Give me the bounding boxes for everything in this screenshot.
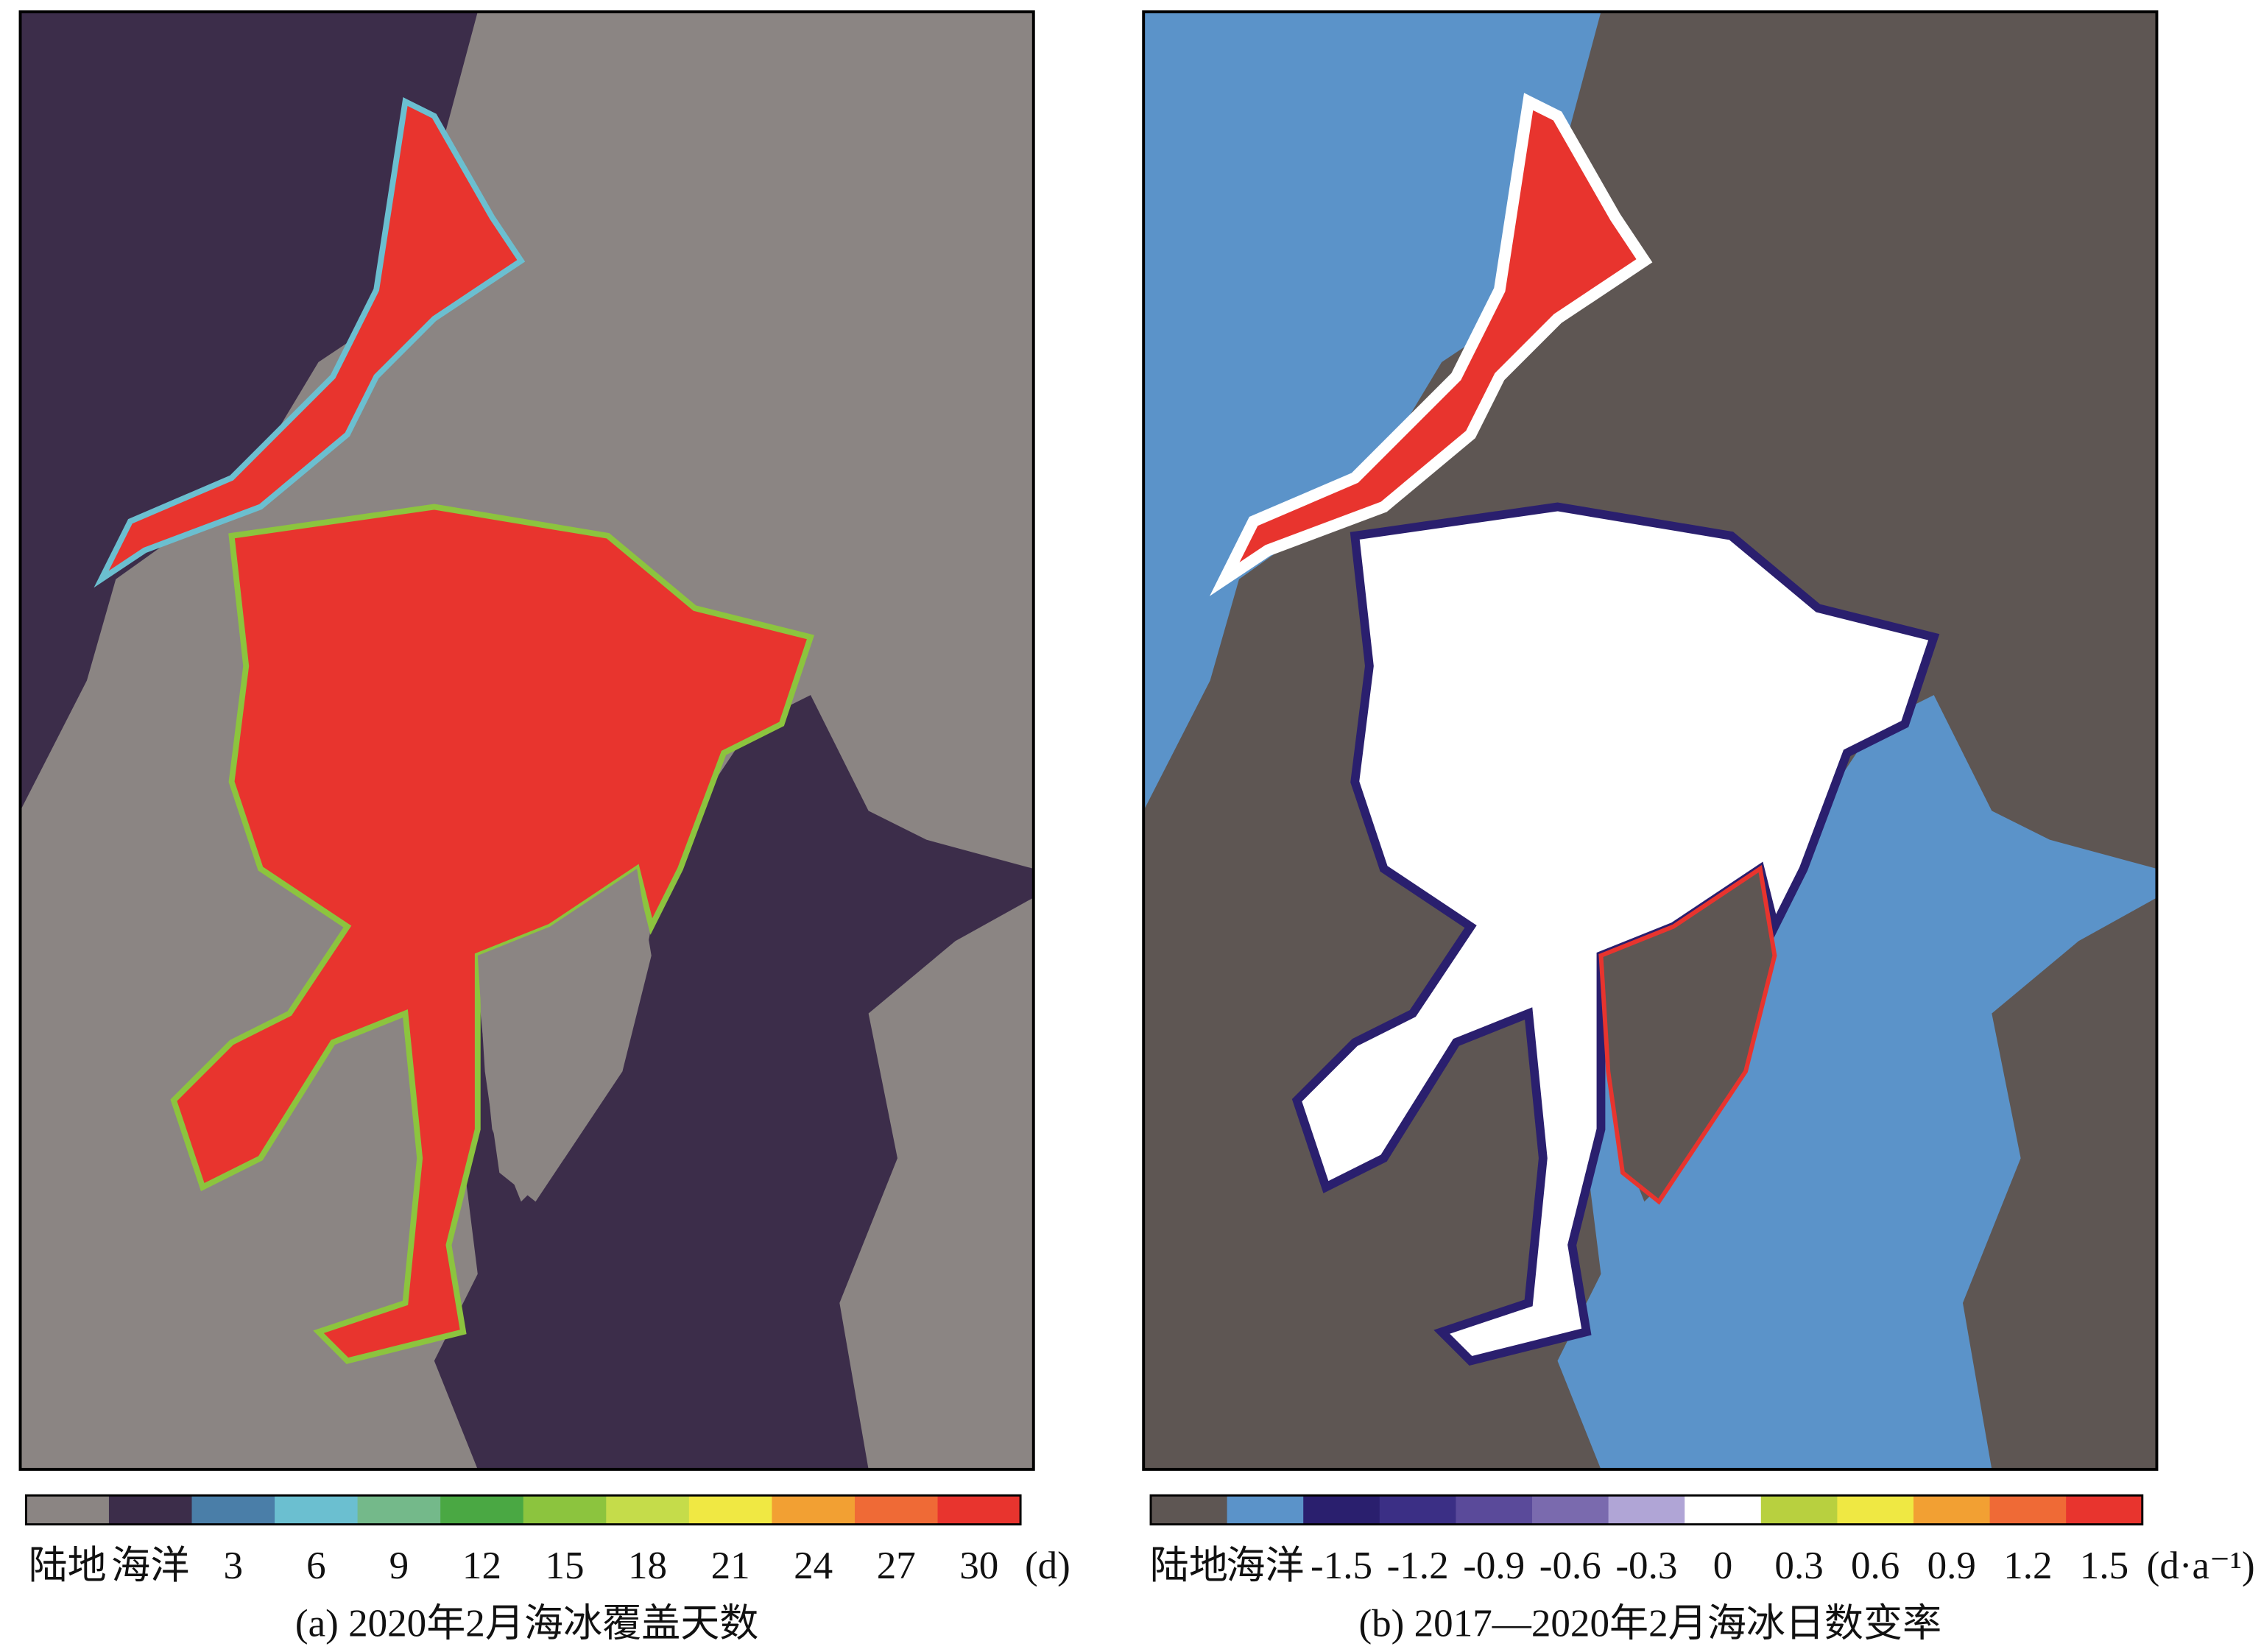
legend-swatch — [275, 1495, 359, 1525]
legend-label: 18 — [628, 1545, 667, 1587]
map-frame — [1142, 10, 2159, 1471]
legend-swatch — [1227, 1495, 1305, 1525]
legend-swatch — [688, 1495, 773, 1525]
legend-swatch — [108, 1495, 193, 1525]
legend-swatch — [191, 1495, 276, 1525]
legend-label: 0.9 — [1927, 1545, 1976, 1587]
legend-swatch — [357, 1495, 442, 1525]
legend-label: -1.5 — [1311, 1545, 1372, 1587]
legend-swatch — [523, 1495, 607, 1525]
map-b — [1143, 12, 2157, 1469]
legend-label: 24 — [794, 1545, 833, 1587]
legend-label: -0.6 — [1539, 1545, 1601, 1587]
legend-swatch — [1151, 1495, 1228, 1525]
legend-label: 1.2 — [2003, 1545, 2052, 1587]
legend-swatch — [1608, 1495, 1686, 1525]
legends: 陆地 海洋 3 6 9 12 15 18 21 24 27 30 (d)(a) 2020年2月海冰覆盖天… — [24, 1494, 2255, 1645]
legend-label: 6 — [306, 1545, 326, 1587]
legend-label: 海洋 — [1226, 1545, 1304, 1587]
legend-swatch — [1989, 1495, 2067, 1525]
map-frame — [18, 10, 1035, 1471]
legend-swatch — [1532, 1495, 1609, 1525]
legend-swatch — [772, 1495, 856, 1525]
unit-label: (d) — [1025, 1545, 1070, 1587]
legend-label: 15 — [545, 1545, 584, 1587]
legend-swatch — [1837, 1495, 1914, 1525]
map-a — [20, 12, 1034, 1469]
colorbar-frame — [1149, 1494, 2144, 1526]
legend-swatch — [1685, 1495, 1762, 1525]
legend-swatch — [1379, 1495, 1457, 1525]
legend-label: 21 — [711, 1545, 750, 1587]
legend-label: 27 — [877, 1545, 916, 1587]
legend-label: -0.3 — [1615, 1545, 1677, 1587]
legend-label: 30 — [959, 1545, 998, 1587]
legend-swatch — [1760, 1495, 1838, 1525]
legend-label: -1.2 — [1387, 1545, 1449, 1587]
legend-swatch — [26, 1495, 110, 1525]
legend-label: 陆地 — [1150, 1545, 1228, 1587]
legend-swatch — [854, 1495, 939, 1525]
legend-swatch — [2066, 1495, 2143, 1525]
legend-label: -0.9 — [1463, 1545, 1525, 1587]
legend-label: 0.3 — [1774, 1545, 1823, 1587]
caption: (b) 2017—2020年2月海冰日数变率 — [1358, 1602, 1941, 1645]
unit-label: (d·a⁻¹) — [2147, 1545, 2255, 1587]
caption: (a) 2020年2月海冰覆盖天数 — [295, 1602, 759, 1645]
legend-label: 3 — [224, 1545, 244, 1587]
colorbar-frame — [24, 1494, 1022, 1526]
legend-swatch — [1303, 1495, 1380, 1525]
legend-label: 陆地 — [29, 1545, 107, 1587]
legend-label: 9 — [389, 1545, 409, 1587]
legend-swatch — [440, 1495, 524, 1525]
legend-swatch — [1913, 1495, 1991, 1525]
legend-label: 12 — [462, 1545, 501, 1587]
legend-swatch — [937, 1495, 1022, 1525]
legend-swatch — [606, 1495, 690, 1525]
legend-label: 0 — [1713, 1545, 1733, 1587]
legend-swatch — [1456, 1495, 1533, 1525]
legend-label: 海洋 — [111, 1545, 189, 1587]
legend-label: 1.5 — [2080, 1545, 2128, 1587]
legend-label: 0.6 — [1851, 1545, 1900, 1587]
